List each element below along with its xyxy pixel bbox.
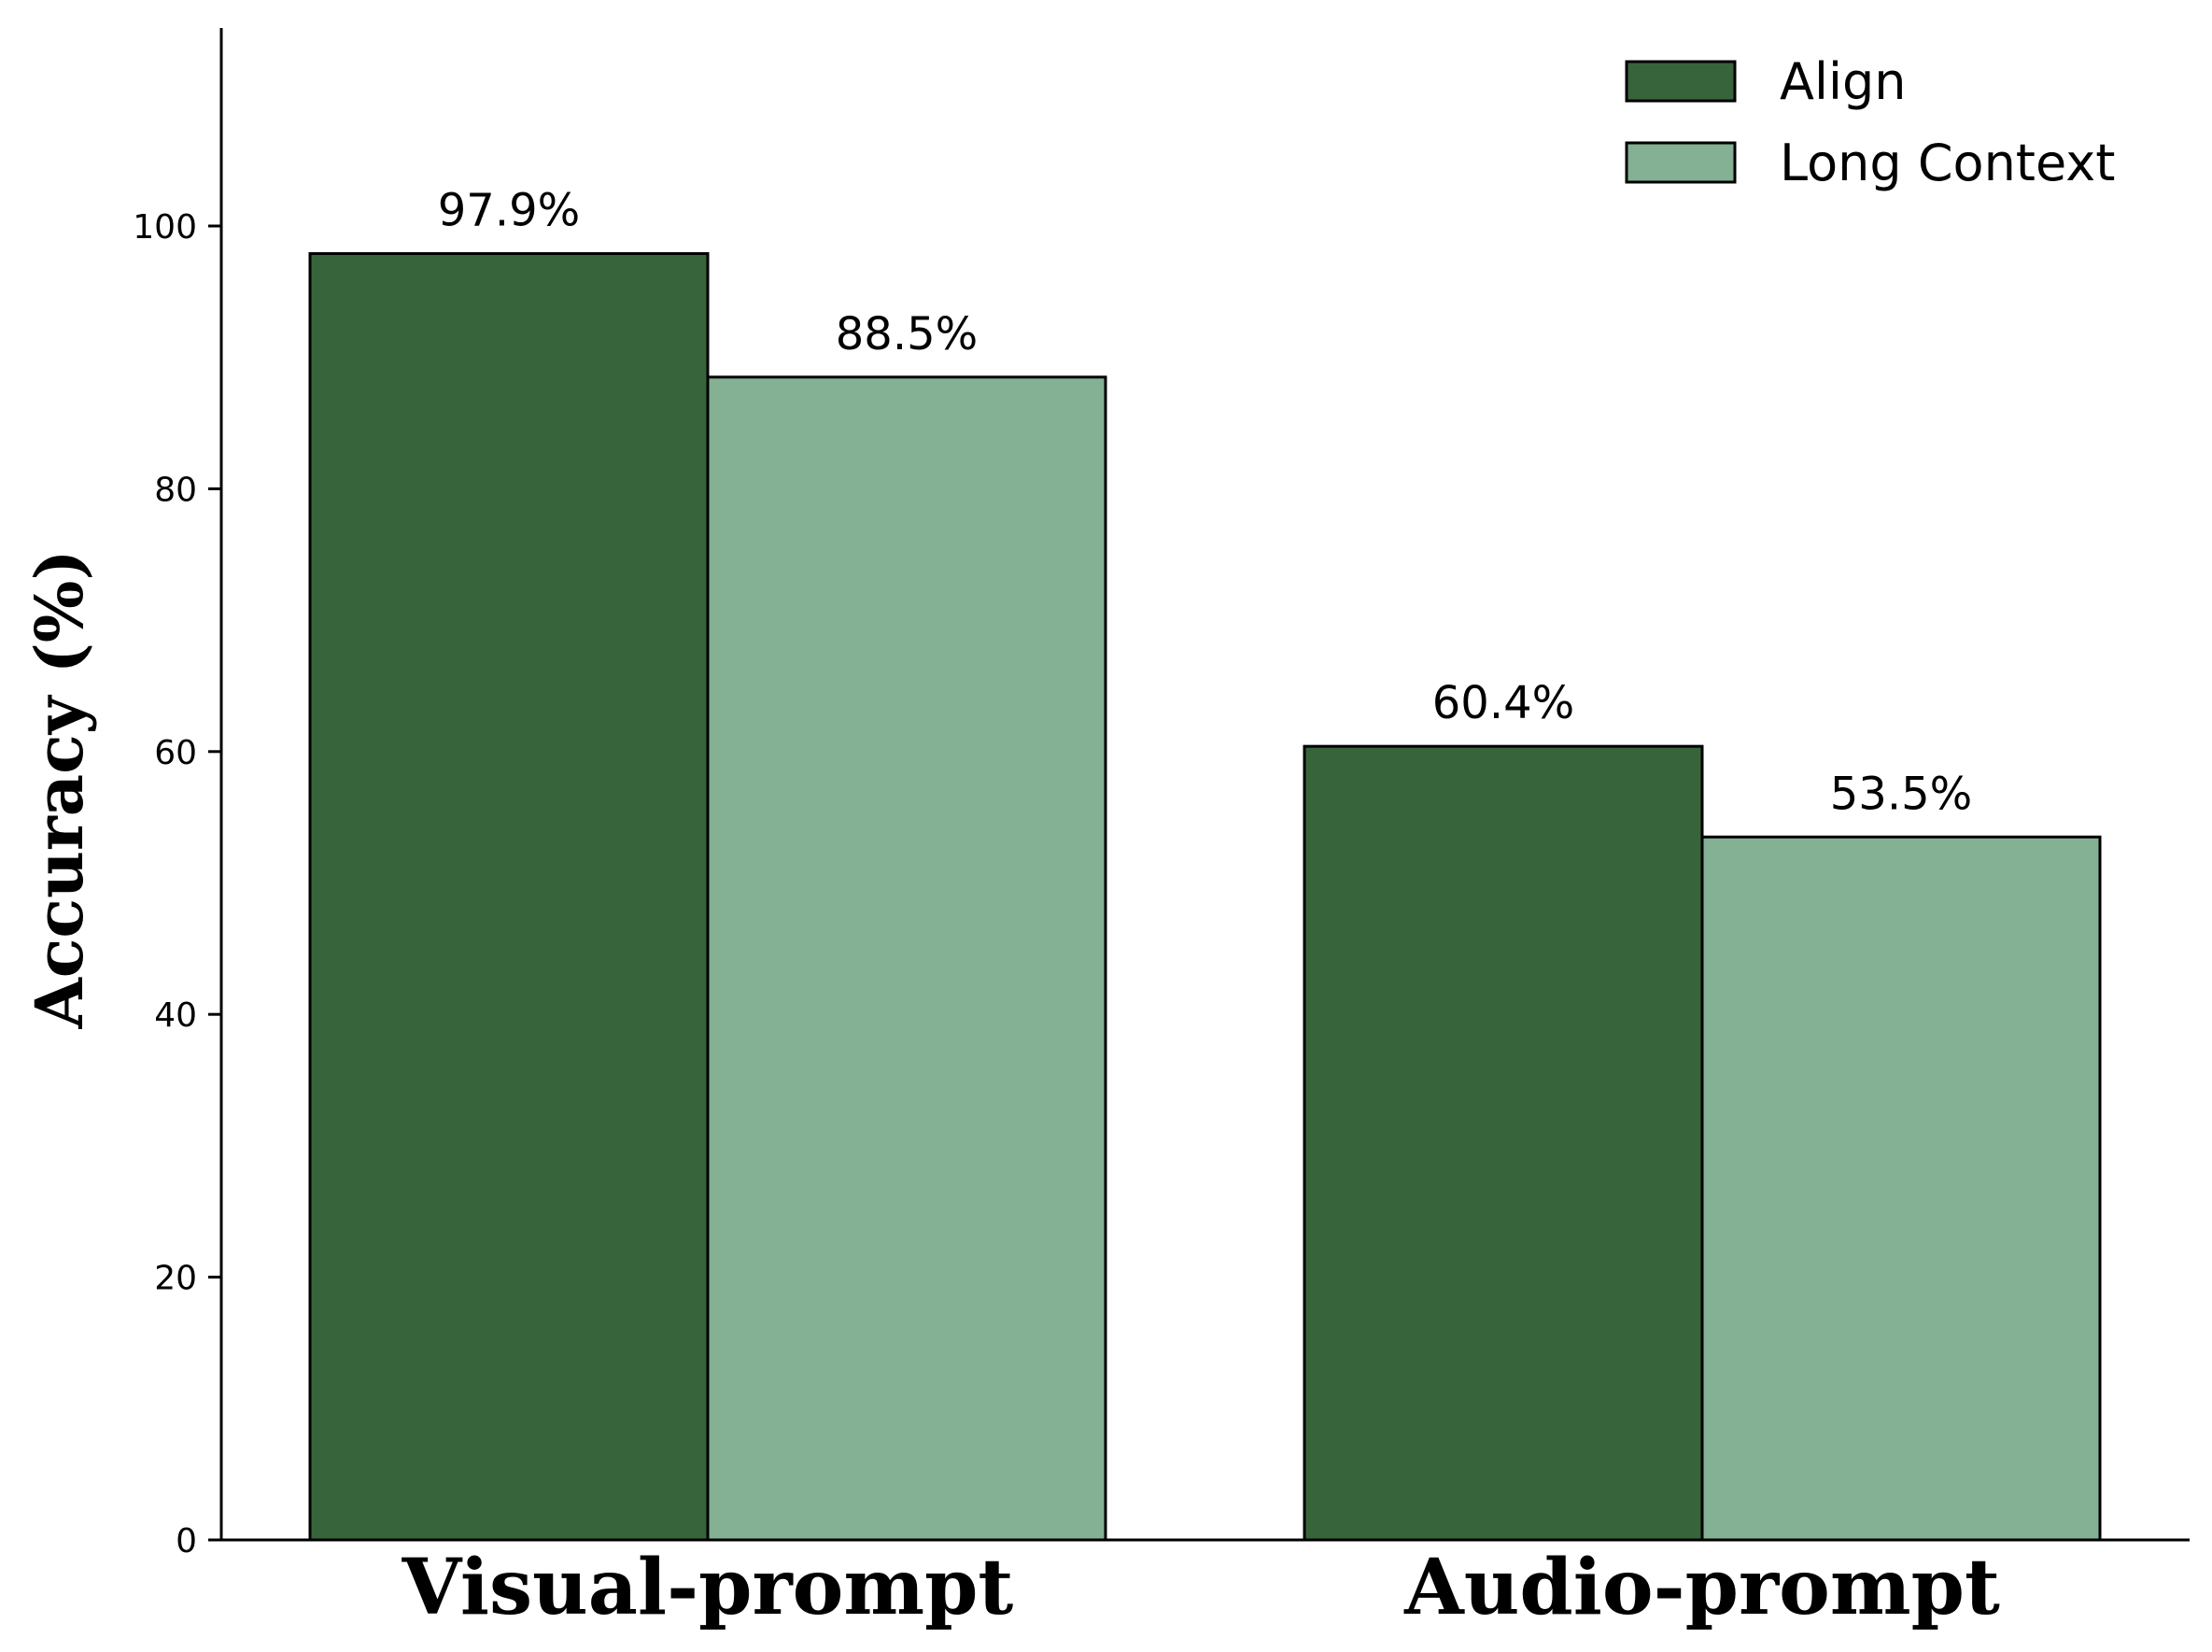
bar-long-context-audio-prompt <box>1700 835 2102 1542</box>
legend-swatch-align <box>1625 60 1737 103</box>
x-category-labels: Visual-prompt Audio-prompt <box>402 1543 2000 1632</box>
legend-swatch-long-context <box>1625 141 1737 184</box>
y-ticks: 0 20 40 60 80 100 <box>133 208 221 1560</box>
legend: Align Long Context <box>1625 52 2115 192</box>
bar-value-labels: 97.9% 88.5% 60.4% 53.5% <box>438 185 1972 821</box>
bar-align-audio-prompt <box>1303 744 1704 1542</box>
x-category-label: Visual-prompt <box>402 1543 1014 1632</box>
bars-group <box>308 252 2102 1542</box>
bar-label-align-audio-prompt: 60.4% <box>1432 677 1574 729</box>
bar-label-long-context-visual-prompt: 88.5% <box>836 308 978 360</box>
y-tick-label: 80 <box>154 471 197 509</box>
y-tick-label: 40 <box>154 996 197 1035</box>
legend-label-long-context: Long Context <box>1780 134 2115 192</box>
bar-long-context-visual-prompt <box>706 375 1107 1542</box>
y-tick-label: 0 <box>176 1522 197 1560</box>
y-tick-label: 100 <box>133 208 197 247</box>
bar-label-align-visual-prompt: 97.9% <box>438 185 580 237</box>
y-tick-label: 60 <box>154 734 197 772</box>
y-axis-title: Accuracy (%) <box>21 549 98 1029</box>
legend-label-align: Align <box>1780 52 1906 111</box>
y-tick-label: 20 <box>154 1260 197 1298</box>
x-category-label: Audio-prompt <box>1403 1543 2000 1632</box>
bar-label-long-context-audio-prompt: 53.5% <box>1830 768 1972 820</box>
bar-align-visual-prompt <box>308 252 710 1542</box>
